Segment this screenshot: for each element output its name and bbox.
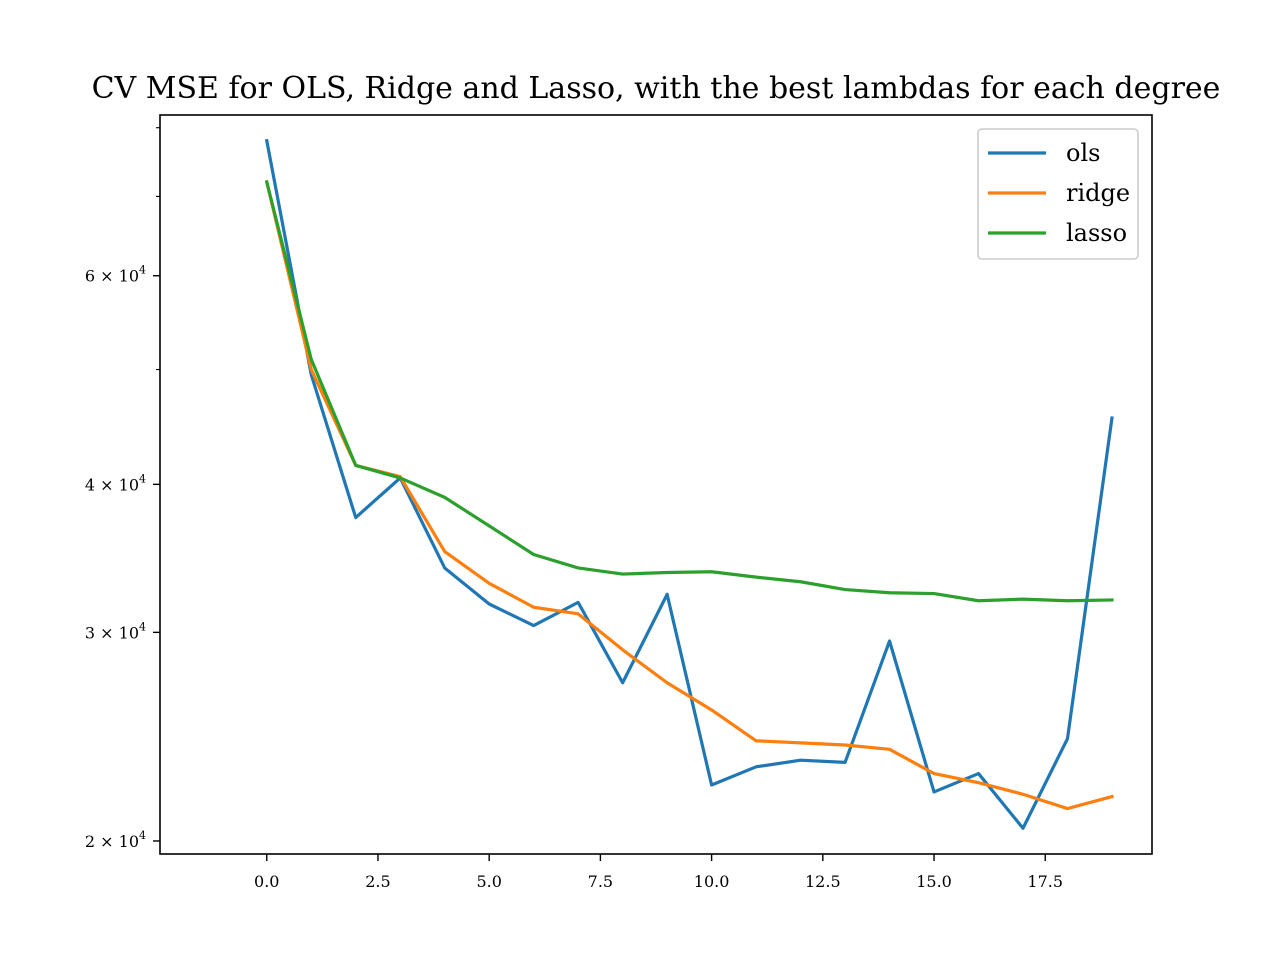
x-tick-label: 5.0 — [476, 872, 501, 891]
series-line-ridge — [264, 179, 1114, 811]
series-line-ols — [264, 138, 1114, 830]
y-tick-label: 4 × 104 — [85, 472, 146, 494]
plot-area: 0.0 2.5 5.0 7.5 10.0 12.5 15.0 17.5 2 × 104 3 × 1… — [85, 114, 1153, 891]
legend-box — [977, 128, 1139, 260]
chart-title: CV MSE for OLS, Ridge and Lasso, with th… — [92, 71, 1221, 106]
x-tick-label: 17.5 — [1027, 872, 1063, 891]
x-tick-label: 15.0 — [916, 872, 952, 891]
y-tick-label: 3 × 104 — [85, 620, 146, 642]
y-tick-label: 6 × 104 — [85, 264, 146, 286]
legend-label-ridge: ridge — [1066, 179, 1130, 207]
series-line-lasso — [264, 179, 1114, 603]
x-tick-label: 10.0 — [694, 872, 730, 891]
x-tick-label: 12.5 — [805, 872, 841, 891]
legend-label-lasso: lasso — [1066, 219, 1127, 247]
legend-label-ols: ols — [1066, 139, 1100, 167]
legend: ols ridge lasso — [977, 128, 1139, 260]
x-tick-label: 2.5 — [365, 872, 390, 891]
x-tick-label: 7.5 — [588, 872, 613, 891]
x-tick-label: 0.0 — [254, 872, 279, 891]
y-tick-label: 2 × 104 — [85, 829, 146, 851]
